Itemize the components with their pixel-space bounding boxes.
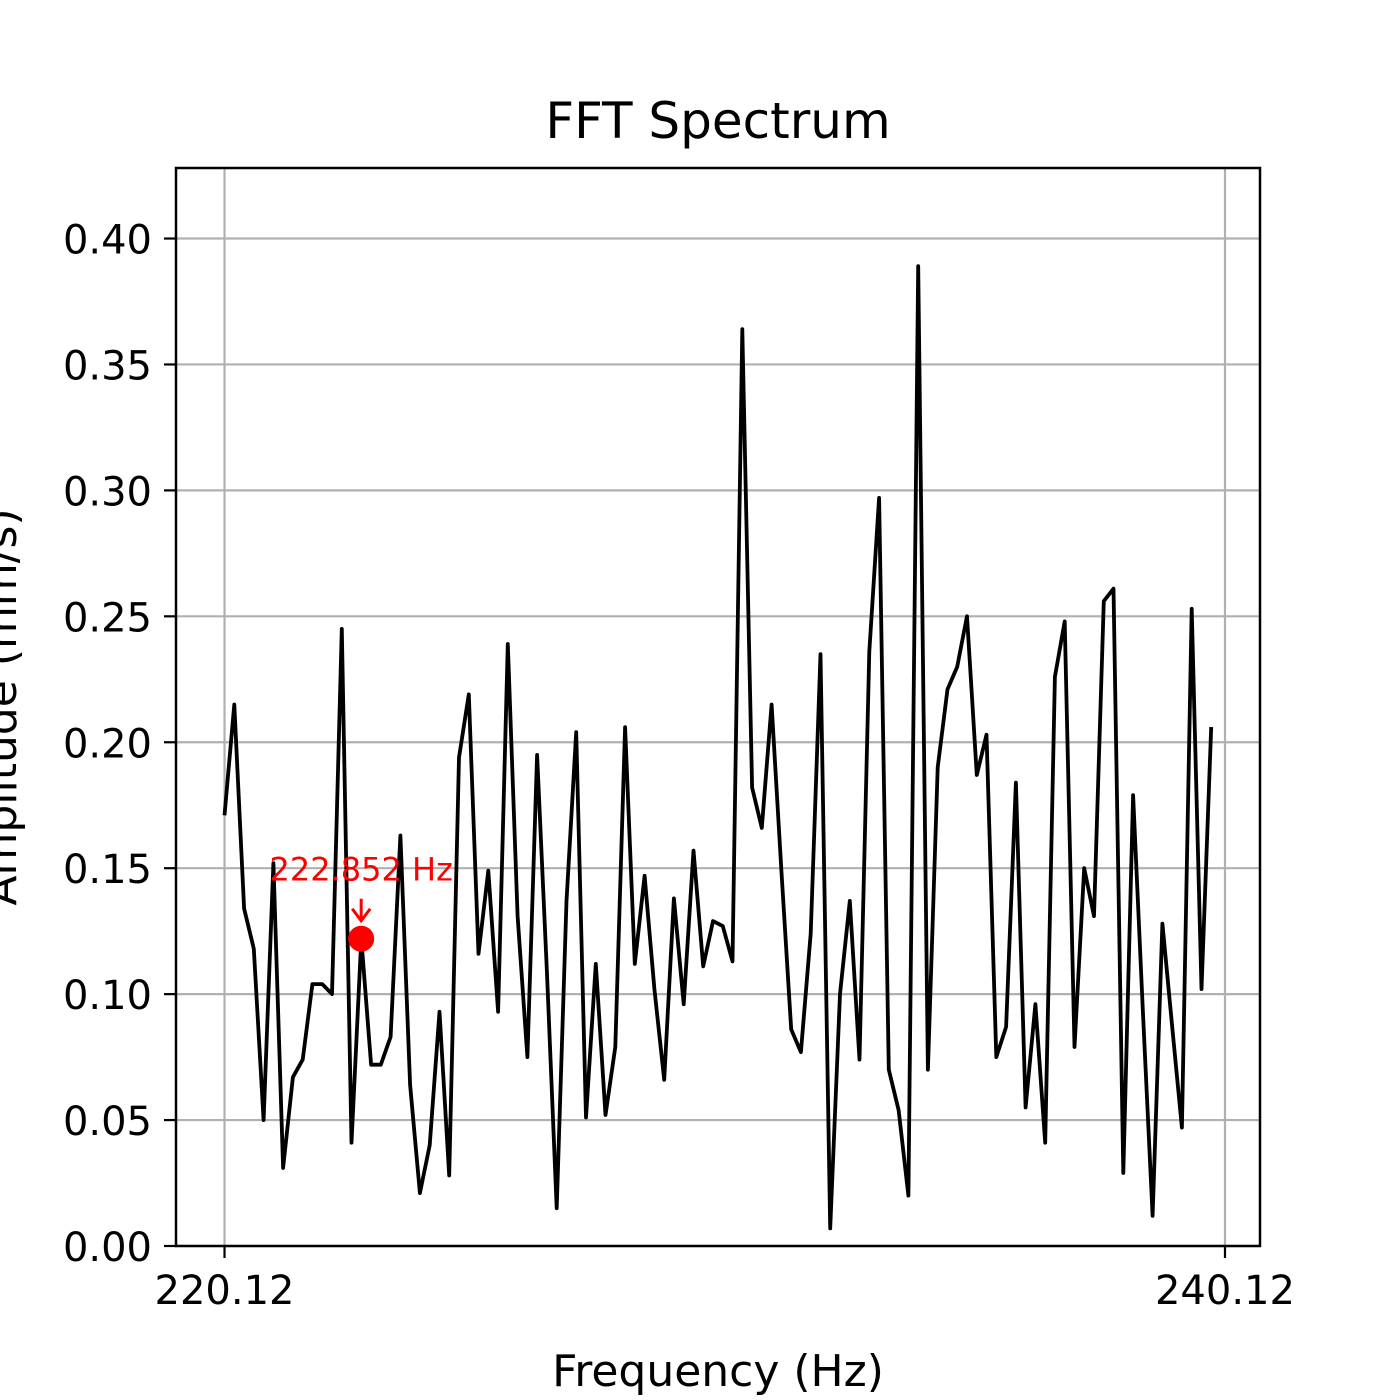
y-tick-label: 0.10 [63,973,152,1019]
y-tick-label: 0.00 [63,1225,152,1271]
annotation-arrowhead [350,907,372,924]
y-tick-label: 0.05 [63,1099,152,1145]
y-tick-label: 0.35 [63,343,152,389]
y-tick-label: 0.20 [63,721,152,767]
x-tick-label: 240.12 [1155,1268,1295,1314]
series-line [222,264,1214,1231]
annotation-label: 222.852 Hz [270,851,453,889]
plot-frame [174,166,1262,1248]
annotation-layer: 222.852 Hz [270,851,453,952]
y-tick-label: 0.15 [63,847,152,893]
series-layer [222,264,1214,1231]
grid [176,168,1260,1248]
y-tick-label: 0.40 [63,218,152,264]
x-tick-label: 220.12 [155,1268,295,1314]
peak-marker [348,925,375,952]
y-tick-label: 0.25 [63,595,152,641]
chart-title: FFT Spectrum [545,92,890,150]
axis-ticks: 0.00 0.05 0.10 0.15 0.20 0.25 0.30 0.35 0.40 220.… [63,218,1295,1314]
x-axis-label: Frequency (Hz) [552,1346,884,1397]
y-axis-label: Amplitude (mm/s) [0,508,27,905]
y-tick-label: 0.30 [63,469,152,515]
